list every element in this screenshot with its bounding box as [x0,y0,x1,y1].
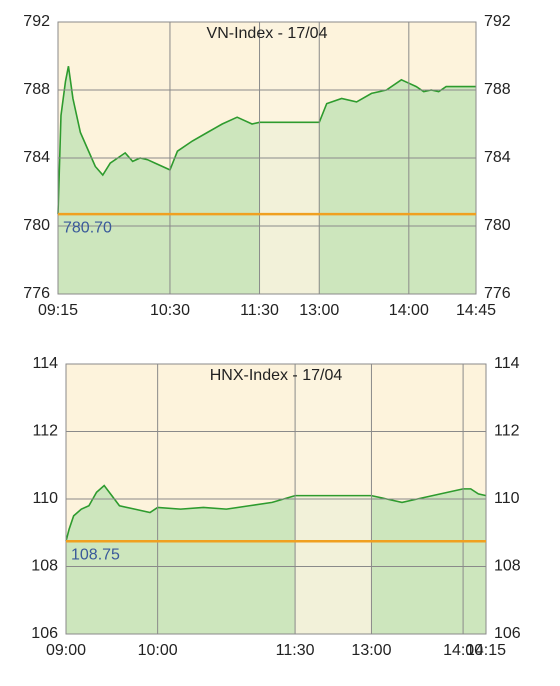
y2-tick-label: 792 [484,13,511,30]
area [66,485,486,634]
y2-tick-label: 106 [494,625,521,642]
x-tick-label: 10:00 [138,642,178,659]
reference-label: 108.75 [71,546,120,563]
x-tick-label: 09:15 [38,302,78,319]
y-tick-label: 110 [32,490,58,507]
plot-frame [57,21,477,295]
x-tick-label: 11:30 [240,302,279,319]
x-tick-label: 13:00 [351,642,391,659]
y2-tick-label: 784 [484,149,511,166]
reference-label: 780.70 [63,219,112,236]
y2-tick-label: 108 [494,558,521,575]
x-tick-label: 09:00 [46,642,86,659]
y-tick-label: 776 [23,285,50,302]
y2-tick-label: 114 [494,355,520,372]
x-tick-label: 14:00 [443,642,483,659]
y2-tick-label: 780 [484,217,511,234]
chart-title: VN-Index - 17/04 [207,25,328,42]
y-tick-label: 788 [23,81,50,98]
y-tick-label: 780 [23,217,50,234]
plot-frame [65,363,487,635]
y2-tick-label: 776 [484,285,511,302]
y-tick-label: 114 [32,355,58,372]
y2-tick-label: 110 [494,490,520,507]
x-tick-label: 11:30 [276,642,315,659]
y2-tick-label: 788 [484,81,511,98]
y-tick-label: 106 [31,625,58,642]
y2-tick-label: 112 [494,423,520,440]
x-tick-label: 10:30 [150,302,190,319]
x-tick-label: 14:00 [389,302,429,319]
x-tick-label: 14:45 [456,302,496,319]
y-tick-label: 108 [31,558,58,575]
x-tick-label: 13:00 [299,302,339,319]
x-tick-label: 14:15 [466,642,506,659]
y-tick-label: 784 [23,149,50,166]
y-tick-label: 112 [32,423,58,440]
chart-title: HNX-Index - 17/04 [210,367,343,384]
y-tick-label: 792 [23,13,50,30]
